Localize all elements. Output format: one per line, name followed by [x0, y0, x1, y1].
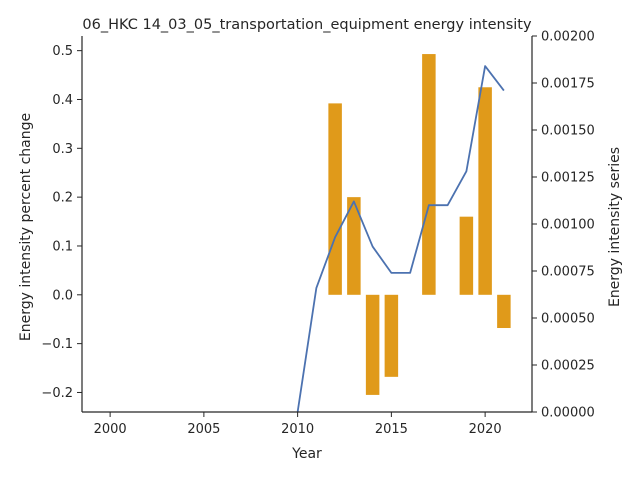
y-left-tick-label: 0.4 [52, 93, 73, 108]
x-axis-label: Year [291, 446, 322, 462]
y-left-tick-label: −0.2 [41, 386, 73, 401]
bar [347, 197, 361, 295]
series-line [296, 65, 505, 413]
bar [497, 294, 511, 329]
x-tick-label: 2005 [187, 422, 220, 437]
line-series [296, 65, 505, 413]
bar [365, 294, 380, 395]
x-tick-label: 2015 [375, 422, 408, 437]
y-right-tick-label: 0.00125 [541, 171, 595, 186]
y-right-tick-label: 0.00050 [541, 312, 595, 327]
bar-series [328, 54, 511, 395]
bar [459, 216, 474, 295]
x-tick-label: 2020 [469, 422, 502, 437]
bar [328, 103, 342, 295]
x-tick-label: 2000 [94, 422, 127, 437]
y-left-tick-label: 0.3 [52, 142, 73, 157]
ticks: 2000 2005 2010 2015 2020 −0.2 −0.1 0.0 0.1 0.2 0.3… [41, 30, 594, 438]
y-left-tick-label: 0.5 [52, 44, 73, 59]
bar [422, 54, 436, 295]
y-left-tick-label: 0.0 [52, 288, 73, 303]
bar [478, 87, 492, 295]
y-right-tick-label: 0.00150 [541, 124, 595, 139]
y-right-tick-label: 0.00200 [541, 30, 595, 45]
y-right-tick-label: 0.00075 [541, 265, 595, 280]
bar [384, 294, 399, 377]
y-right-tick-label: 0.00025 [541, 359, 595, 374]
y-left-tick-label: 0.2 [52, 191, 73, 206]
y-left-tick-label: 0.1 [52, 239, 73, 254]
y-right-tick-label: 0.00175 [541, 77, 595, 92]
y-right-tick-label: 0.00000 [541, 406, 595, 421]
y-axis-right-label: Energy intensity series [607, 147, 623, 307]
y-left-tick-label: −0.1 [41, 337, 73, 352]
y-axis-left-label: Energy intensity percent change [18, 113, 34, 341]
x-tick-label: 2010 [281, 422, 314, 437]
y-right-tick-label: 0.00100 [541, 218, 595, 233]
chart-title: 06_HKC 14_03_05_transportation_equipment… [82, 17, 532, 33]
